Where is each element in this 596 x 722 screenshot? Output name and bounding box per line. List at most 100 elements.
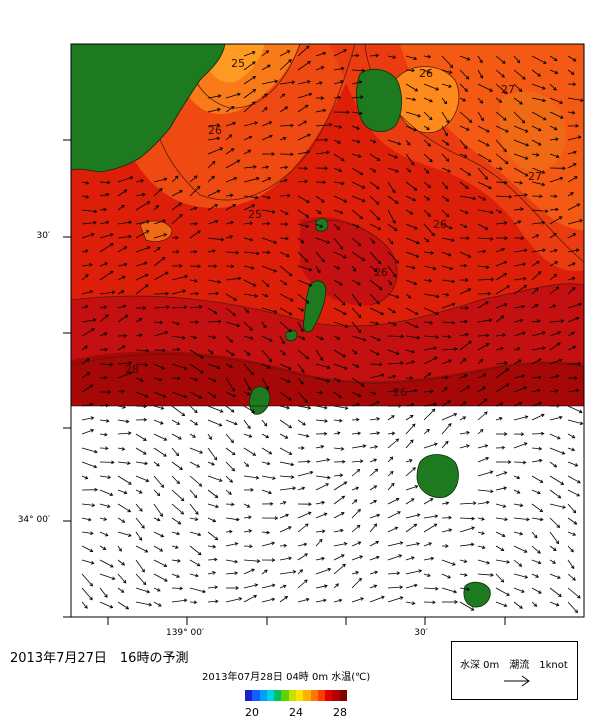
- current-arrow-head: [427, 372, 432, 377]
- current-arrow-head: [445, 158, 450, 162]
- current-arrow: [189, 461, 200, 468]
- current-arrow-head: [175, 235, 179, 240]
- current-arrow: [513, 587, 525, 593]
- current-arrow: [531, 358, 542, 365]
- current-arrow: [405, 360, 415, 365]
- current-arrow: [423, 223, 435, 236]
- current-arrow: [387, 55, 396, 58]
- current-arrow: [171, 461, 183, 470]
- current-arrow: [297, 523, 309, 533]
- current-arrow-head: [467, 288, 472, 292]
- current-arrow-head: [373, 523, 378, 528]
- current-arrow: [99, 489, 113, 496]
- legend-arrow-icon: [504, 675, 530, 687]
- current-arrow-head: [465, 75, 470, 80]
- current-arrow-head: [234, 542, 239, 546]
- current-arrow: [459, 125, 470, 131]
- current-arrow: [477, 69, 483, 79]
- current-arrow-head: [139, 508, 143, 512]
- current-arrow: [369, 585, 377, 589]
- current-arrow: [333, 279, 343, 286]
- current-arrow-head: [251, 51, 256, 55]
- current-arrow-head: [338, 394, 342, 399]
- current-arrow-head: [407, 168, 412, 173]
- current-arrow: [243, 349, 251, 356]
- current-arrow-head: [485, 265, 490, 269]
- current-arrow-head: [454, 347, 458, 351]
- current-arrow-head: [305, 214, 310, 218]
- current-arrow: [495, 517, 508, 520]
- current-arrow: [297, 405, 311, 409]
- current-arrow: [279, 335, 285, 344]
- current-arrow: [171, 377, 181, 379]
- current-arrow: [513, 347, 521, 351]
- current-arrow: [333, 67, 344, 71]
- current-arrow-head: [395, 294, 400, 299]
- current-arrow: [513, 83, 523, 92]
- current-arrow: [387, 498, 400, 505]
- current-arrow-head: [535, 287, 539, 292]
- current-arrow: [495, 167, 502, 170]
- current-arrow: [333, 583, 339, 589]
- current-arrow-head: [160, 484, 165, 488]
- current-arrow: [441, 139, 449, 146]
- current-arrow-head: [141, 525, 145, 529]
- current-arrow: [423, 83, 439, 91]
- current-arrow: [315, 363, 330, 369]
- current-arrow-head: [199, 450, 204, 454]
- current-arrow: [153, 188, 163, 197]
- current-arrow-head: [486, 500, 490, 505]
- current-arrow-head: [409, 439, 414, 444]
- current-arrow-head: [89, 582, 94, 587]
- current-arrow: [549, 97, 563, 104]
- current-arrow: [531, 559, 541, 564]
- current-arrow: [135, 318, 142, 323]
- current-arrow-head: [501, 60, 506, 64]
- current-arrow: [351, 445, 366, 449]
- current-arrow-head: [463, 145, 468, 150]
- current-arrow-head: [284, 222, 289, 227]
- current-arrow: [351, 499, 358, 505]
- current-arrow: [441, 441, 449, 449]
- current-arrow: [531, 181, 545, 186]
- current-arrow-head: [523, 386, 528, 390]
- current-arrow-head: [229, 529, 233, 534]
- current-arrow-head: [520, 207, 524, 212]
- current-arrow: [297, 461, 310, 463]
- current-arrow: [387, 279, 393, 285]
- current-arrow: [297, 569, 303, 575]
- current-arrow: [441, 223, 453, 229]
- current-arrow: [135, 180, 144, 183]
- current-arrow-head: [89, 402, 94, 407]
- current-arrow: [387, 526, 398, 533]
- current-arrow: [531, 459, 542, 463]
- current-arrow-head: [479, 428, 484, 433]
- current-arrow-head: [409, 376, 414, 380]
- current-arrow-head: [230, 220, 234, 225]
- current-arrow: [117, 503, 131, 513]
- current-arrow-head: [503, 260, 508, 265]
- current-arrow: [387, 554, 402, 561]
- current-arrow: [513, 305, 525, 309]
- current-arrow: [225, 307, 236, 316]
- current-arrow-head: [541, 170, 546, 174]
- current-arrow-head: [146, 246, 151, 250]
- current-arrow: [567, 97, 584, 101]
- current-arrow: [549, 83, 557, 91]
- current-arrow-head: [324, 166, 328, 171]
- current-arrow-head: [123, 490, 128, 495]
- current-arrow-head: [145, 230, 150, 234]
- current-arrow-head: [138, 537, 143, 541]
- current-arrow-head: [447, 169, 451, 173]
- current-arrow-head: [435, 311, 440, 315]
- current-arrow: [261, 265, 277, 272]
- current-arrow-head: [214, 219, 219, 224]
- current-arrow-head: [324, 419, 328, 423]
- current-arrow: [567, 303, 582, 309]
- current-arrow-head: [431, 232, 435, 237]
- current-arrow: [243, 251, 260, 254]
- current-arrow-head: [288, 424, 293, 429]
- current-arrow: [531, 271, 542, 281]
- current-arrow-head: [481, 531, 485, 535]
- current-arrow-head: [202, 589, 206, 594]
